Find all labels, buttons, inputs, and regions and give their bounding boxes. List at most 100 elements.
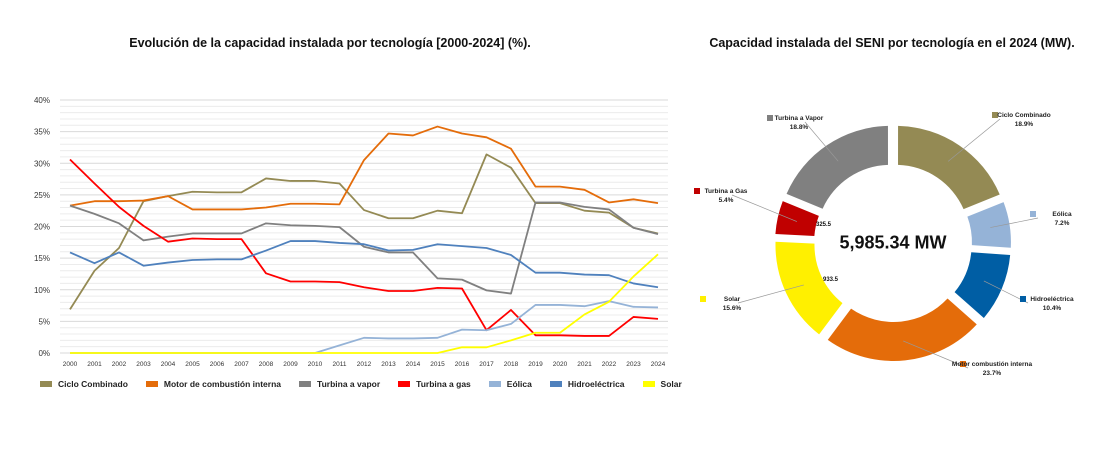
label-swatch — [694, 188, 700, 194]
legend-swatch — [145, 381, 158, 387]
legend-swatch — [549, 381, 562, 387]
line-chart-legend: Ciclo Combinado Motor de combustión inter… — [40, 379, 682, 389]
x-tick-label: 2017 — [479, 361, 494, 368]
x-tick-label: 2016 — [455, 361, 470, 368]
label-swatch — [1030, 211, 1036, 217]
label-swatch — [960, 361, 966, 367]
slice-name-label: Turbina a Gas — [705, 188, 748, 195]
y-tick-label: 20% — [34, 223, 50, 232]
x-tick-label: 2024 — [651, 361, 666, 368]
x-tick-label: 2021 — [577, 361, 592, 368]
legend-item: Eólica — [488, 379, 532, 389]
leader-line — [737, 284, 804, 304]
legend-item: Solar — [642, 379, 682, 389]
donut-slice-ciclo-combinado — [898, 125, 1000, 210]
legend-item: Ciclo Combinado — [40, 379, 128, 389]
slice-name-label: Turbina a Vapor — [775, 115, 824, 122]
x-tick-label: 2005 — [185, 361, 200, 368]
slice-percent-label: 23.7% — [983, 370, 1002, 377]
x-tick-label: 2022 — [602, 361, 617, 368]
legend-swatch — [299, 381, 312, 387]
legend-swatch — [642, 381, 655, 387]
slice-percent-label: 7.2% — [1055, 220, 1070, 227]
slice-value-label: 933.5 — [823, 277, 839, 283]
line-chart-title: Evolución de la capacidad instalada por … — [129, 36, 531, 50]
legend-item: Turbina a vapor — [299, 379, 380, 389]
x-tick-label: 2015 — [430, 361, 445, 368]
slice-name-label: Hidroeléctrica — [1030, 296, 1074, 303]
x-tick-label: 2012 — [357, 361, 372, 368]
x-tick-label: 2009 — [283, 361, 298, 368]
legend-item: Motor de combustión interna — [145, 379, 282, 389]
slice-percent-label: 5.4% — [719, 197, 734, 204]
x-tick-label: 2011 — [333, 361, 347, 368]
slice-name-label: Ciclo Combinado — [997, 112, 1050, 119]
x-tick-label: 2001 — [87, 361, 102, 368]
donut-slice-motor-combustión-interna — [827, 298, 977, 361]
leader-line — [804, 121, 839, 162]
label-swatch — [992, 112, 998, 118]
x-tick-label: 2006 — [210, 361, 225, 368]
y-tick-label: 25% — [34, 191, 50, 200]
legend-swatch — [40, 381, 52, 387]
slice-value-label: 325.5 — [816, 222, 832, 228]
slice-name-label: Solar — [724, 296, 741, 303]
label-swatch — [700, 296, 706, 302]
legend-label: Ciclo Combinado — [58, 379, 128, 389]
x-tick-label: 2008 — [259, 361, 274, 368]
slice-percent-label: 10.4% — [1043, 305, 1062, 312]
y-tick-label: 0% — [38, 349, 50, 358]
y-tick-label: 35% — [34, 128, 50, 137]
x-tick-label: 2019 — [528, 361, 543, 368]
x-tick-label: 2010 — [308, 361, 323, 368]
label-swatch — [767, 115, 773, 121]
series-line-motor-de-combustión-interna — [69, 125, 659, 211]
x-tick-label: 2000 — [63, 361, 78, 368]
x-tick-label: 2004 — [161, 361, 176, 368]
donut-slice-eólica — [967, 202, 1011, 248]
legend-label: Turbina a gas — [416, 379, 471, 389]
legend-label: Solar — [660, 379, 682, 389]
slice-name-label: Motor combustión interna — [952, 361, 1033, 368]
slice-percent-label: 15.6% — [723, 305, 742, 312]
donut-slice-turbina-a-vapor — [786, 125, 888, 209]
x-tick-label: 2003 — [136, 361, 151, 368]
series-line-hidroeléctrica — [69, 240, 659, 289]
x-tick-label: 2007 — [234, 361, 249, 368]
y-tick-label: 40% — [34, 96, 50, 105]
donut-center-total: 5,985.34 MW — [839, 232, 947, 253]
x-tick-label: 2020 — [553, 361, 568, 368]
legend-swatch — [398, 381, 411, 387]
legend-label: Eólica — [506, 379, 532, 389]
leader-line — [947, 118, 1001, 162]
y-tick-label: 15% — [34, 254, 50, 263]
x-tick-label: 2014 — [406, 361, 421, 368]
legend-label: Hidroeléctrica — [567, 379, 625, 389]
x-tick-label: 2002 — [112, 361, 127, 368]
leader-line — [990, 217, 1039, 228]
series-line-turbina-a-vapor — [69, 201, 659, 295]
y-tick-label: 10% — [34, 286, 50, 295]
label-swatch — [1020, 296, 1026, 302]
slice-name-label: Eólica — [1052, 211, 1072, 218]
slice-percent-label: 18.8% — [790, 124, 809, 131]
series-line-turbina-a-gas — [69, 158, 659, 337]
x-tick-label: 2018 — [504, 361, 519, 368]
y-tick-label: 5% — [38, 317, 50, 326]
series-line-solar — [70, 253, 659, 354]
legend-item: Hidroeléctrica — [549, 379, 625, 389]
series-line-ciclo-combinado — [69, 153, 659, 310]
x-tick-label: 2013 — [381, 361, 396, 368]
donut-chart-title: Capacidad instalada del SENI por tecnolo… — [709, 36, 1075, 50]
x-tick-label: 2023 — [626, 361, 641, 368]
leader-line — [731, 194, 798, 222]
y-tick-label: 30% — [34, 159, 50, 168]
slice-percent-label: 18.9% — [1015, 121, 1034, 128]
donut-slice-turbina-a-gas — [775, 201, 819, 236]
legend-swatch — [488, 381, 501, 387]
legend-label: Turbina a vapor — [317, 379, 381, 389]
donut-slice-hidroeléctrica — [954, 252, 1011, 318]
legend-label: Motor de combustión interna — [163, 379, 282, 389]
leader-line — [903, 340, 969, 369]
